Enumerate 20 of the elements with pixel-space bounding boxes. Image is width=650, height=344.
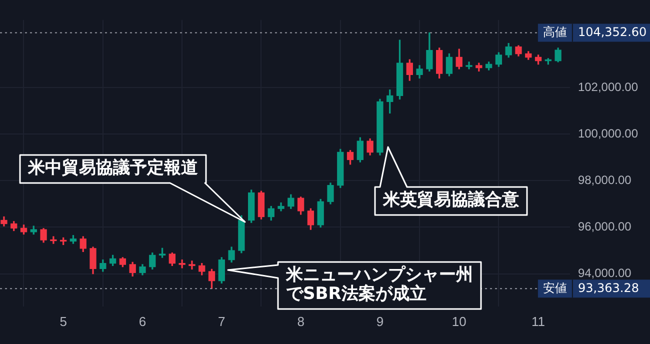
annotation: 米英貿易協議合意	[382, 190, 520, 210]
x-tick-label: 6	[138, 314, 146, 329]
x-tick-label: 5	[60, 314, 67, 329]
ref-line-label: 高値 104,352.60	[542, 24, 647, 39]
x-tick-label: 7	[218, 314, 226, 329]
candlestick	[50, 236, 57, 244]
x-tick-label: 10	[452, 314, 466, 329]
x-tick-label: 9	[376, 314, 384, 329]
y-tick-label: 102,000.00	[578, 80, 638, 94]
y-tick-label: 94,000.00	[578, 266, 632, 280]
y-tick-label: 96,000.00	[578, 220, 632, 234]
x-tick-label: 11	[532, 314, 546, 329]
ref-line-label: 安値 93,363.28	[542, 280, 640, 295]
candlestick	[188, 260, 196, 270]
annotation: 米ニューハンプシャー州でSBR法案が成立	[285, 264, 473, 304]
x-tick-label: 8	[297, 314, 304, 329]
y-tick-label: 100,000.00	[578, 126, 638, 140]
annotation: 米中貿易協議予定報道	[27, 158, 198, 178]
y-tick-label: 98,000.00	[578, 172, 632, 187]
candlestick	[178, 260, 186, 268]
